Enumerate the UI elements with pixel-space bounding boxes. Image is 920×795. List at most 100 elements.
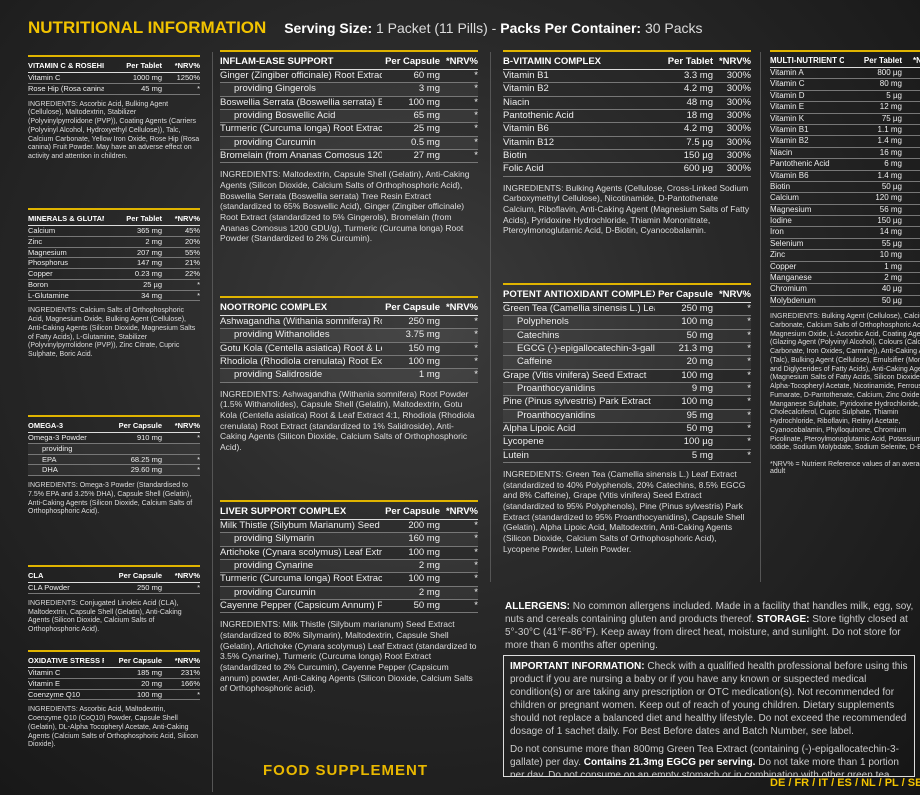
nrv: * bbox=[747, 343, 751, 355]
column-header: Per Capsule bbox=[658, 289, 713, 300]
row: Grape (Vitis vinifera) Seed Extract 100 m… bbox=[503, 369, 751, 384]
nrv: * bbox=[197, 465, 200, 475]
table-body: POTENT ANTIOXIDANT COMPLEX Per Capsule *NR… bbox=[503, 283, 751, 464]
row: Niacin 48 mg 300% bbox=[503, 97, 751, 111]
row: Niacin 16 mg bbox=[770, 147, 920, 160]
sub-row: providing Gingerols 3 mg * bbox=[220, 83, 478, 97]
amount: 45 mg bbox=[141, 83, 162, 93]
sub-row: providing Curcumin 2 mg * bbox=[220, 586, 478, 601]
amount: 100 mg bbox=[408, 356, 440, 368]
row: Iodine 150 µg bbox=[770, 216, 920, 228]
amount: 3 mg bbox=[418, 83, 440, 95]
row: Vitamin B12 7.5 µg 300% bbox=[503, 136, 751, 151]
nrv: 45% bbox=[184, 226, 200, 235]
nrv: 300% bbox=[726, 136, 751, 148]
nutrient-name: Vitamin B6 bbox=[503, 123, 549, 135]
divider bbox=[490, 52, 491, 582]
amount: 7.5 µg bbox=[686, 136, 713, 148]
nrv: 300% bbox=[726, 83, 751, 95]
amount: 50 mg bbox=[686, 423, 713, 435]
nrv: 300% bbox=[726, 70, 751, 81]
sub-row: providing Salidroside 1 mg * bbox=[220, 369, 478, 383]
amount: 250 mg bbox=[681, 303, 713, 314]
nutrient-name: Lycopene bbox=[503, 436, 544, 448]
nrv: * bbox=[474, 369, 478, 381]
nutrient-name: Phosphorus bbox=[28, 258, 69, 268]
nutrient-name: Calcium bbox=[770, 193, 799, 203]
row: Zinc 2 mg 20% bbox=[28, 237, 200, 248]
nrv: * bbox=[197, 279, 200, 289]
table-header: NOOTROPIC COMPLEX Per Capsule *NRV% bbox=[220, 302, 478, 316]
amount: 0.5 mg bbox=[410, 136, 440, 148]
row: Manganese 2 mg bbox=[770, 273, 920, 285]
row: Artichoke (Cynara scolymus) Leaf Extract… bbox=[220, 547, 478, 561]
nrv: * bbox=[474, 533, 478, 545]
nrv bbox=[902, 159, 920, 169]
table-title: INFLAM-EASE SUPPORT bbox=[220, 56, 334, 67]
table-body: NOOTROPIC COMPLEX Per Capsule *NRV% Ashwaga… bbox=[220, 296, 478, 383]
amount: 3.3 mg bbox=[683, 70, 713, 81]
table-title: MULTI-NUTRIENT COMPLEX bbox=[770, 56, 844, 65]
amount: 600 µg bbox=[683, 163, 713, 175]
nrv: * bbox=[197, 290, 200, 300]
sub-row: Polyphenols 100 mg * bbox=[503, 316, 751, 330]
amount: 100 mg bbox=[681, 396, 713, 408]
amount: 3.75 mg bbox=[405, 329, 440, 341]
table-body: MINERALS & GLUTAMINE Per Tablet *NRV% Calci… bbox=[28, 208, 200, 302]
nrv bbox=[902, 227, 920, 237]
nrv: * bbox=[747, 396, 751, 408]
amount: 120 mg bbox=[875, 193, 902, 203]
nutrient-name: providing Boswellic Acid bbox=[234, 110, 336, 122]
nutrient-name: Proanthocyanidins bbox=[517, 409, 596, 421]
amount: 1 mg bbox=[884, 261, 902, 271]
nutrient-name: providing Salidroside bbox=[234, 369, 323, 381]
column-header: *NRV% bbox=[174, 421, 200, 430]
amount: 16 mg bbox=[879, 147, 902, 157]
nutrient-name: CLA Powder bbox=[28, 583, 70, 592]
nutrient-name: Lutein bbox=[503, 449, 529, 461]
nrv bbox=[902, 193, 920, 203]
nrv: 1250% bbox=[176, 73, 200, 82]
table-body: CLA Per Capsule *NRV% CLA Powder 250 mg * bbox=[28, 565, 200, 594]
nutrient-name: Turmeric (Curcuma longa) Root Extract bbox=[220, 123, 382, 135]
nutrient-name: Vitamin E bbox=[28, 678, 60, 688]
nrv: * bbox=[747, 436, 751, 448]
nutrient-name: Omega-3 Powder bbox=[28, 433, 87, 442]
amount: 100 mg bbox=[681, 369, 713, 381]
row: Magnesium 207 mg 55% bbox=[28, 248, 200, 259]
nrv: 21% bbox=[184, 258, 200, 268]
amount: 100 mg bbox=[136, 689, 162, 699]
column-header: Per Tablet bbox=[667, 56, 713, 67]
amount: 50 µg bbox=[881, 181, 902, 191]
column-header: *NRV% bbox=[445, 302, 478, 313]
row: Ginger (Zingiber officinale) Root Extrac… bbox=[220, 70, 478, 84]
ingredients: INGREDIENTS: Bulking Agents (Cellulose, … bbox=[503, 182, 750, 236]
nutrient-name: Vitamin C bbox=[28, 668, 61, 677]
amount: 4.2 mg bbox=[683, 83, 713, 95]
nrv: * bbox=[747, 303, 751, 314]
row: Turmeric (Curcuma longa) Root Extract 100… bbox=[220, 573, 478, 587]
nutrient-name: providing Gingerols bbox=[234, 83, 316, 95]
allergens: ALLERGENS: No common allergens included.… bbox=[505, 600, 915, 652]
row: Omega-3 Powder 910 mg * bbox=[28, 433, 200, 444]
row: Biotin 50 µg bbox=[770, 181, 920, 194]
nrv: * bbox=[474, 329, 478, 341]
nrv: * bbox=[747, 356, 751, 368]
amount: 9 mg bbox=[691, 383, 713, 395]
nrv: * bbox=[197, 689, 200, 699]
nutrient-name: Cayenne Pepper (Capsicum Annum) Powder bbox=[220, 600, 382, 612]
row: Phosphorus 147 mg 21% bbox=[28, 258, 200, 269]
amount: 6 mg bbox=[884, 159, 902, 169]
nutrient-name: Coenzyme Q10 bbox=[28, 689, 81, 699]
row: Lutein 5 mg * bbox=[503, 449, 751, 464]
amount: 5 mg bbox=[691, 449, 713, 461]
nutrient-name: Grape (Vitis vinifera) Seed Extract bbox=[503, 369, 647, 381]
nrv bbox=[162, 444, 200, 454]
amount: 0.23 mg bbox=[134, 269, 162, 278]
row: Iron 14 mg bbox=[770, 227, 920, 239]
nutrient-name: Green Tea (Camellia sinensis L.) Leaf Ex… bbox=[503, 303, 655, 314]
table-body: OMEGA-3 Per Capsule *NRV% Omega-3 Powder 910… bbox=[28, 415, 200, 476]
table-header: VITAMIN C & ROSEHIP Per Tablet *NRV% bbox=[28, 61, 200, 73]
nutrient-name: Vitamin B1 bbox=[770, 124, 809, 134]
nutrient-name: Niacin bbox=[770, 147, 793, 157]
